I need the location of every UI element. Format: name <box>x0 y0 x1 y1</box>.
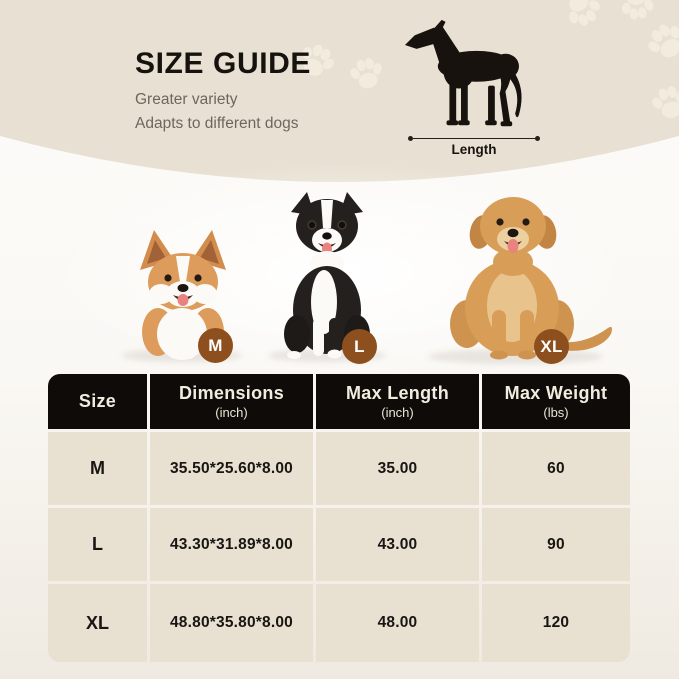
cell-row-m-max-length: 35.00 <box>316 432 479 505</box>
hero-background-wave <box>0 0 679 182</box>
dog-silhouette-icon <box>404 19 522 127</box>
measure-dot-left <box>408 136 413 141</box>
subtitle-line-2: Adapts to different dogs <box>135 115 299 132</box>
paw-print-icon <box>621 0 654 20</box>
measure-line <box>413 137 535 140</box>
cell-row-m-size: M <box>48 432 147 505</box>
golden-retriever-photo <box>450 197 612 360</box>
cell-row-xl-max-weight: 120 <box>482 584 630 662</box>
cell-row-m-max-weight: 60 <box>482 432 630 505</box>
page-title: SIZE GUIDE <box>135 47 312 80</box>
size-badge-xl: XL <box>534 329 569 364</box>
column-label: Max Length <box>345 383 449 403</box>
column-label: Max Weight <box>504 383 608 403</box>
column-label: Size <box>78 391 117 411</box>
subtitle-line-1: Greater variety <box>135 91 238 108</box>
length-measure-line <box>408 136 540 141</box>
paw-print-icon <box>350 58 382 89</box>
header-cell-max-length: Max Length (inch) <box>316 374 479 429</box>
cell-row-m-dimensions: 35.50*25.60*8.00 <box>150 432 313 505</box>
column-label: Dimensions <box>178 383 285 403</box>
header-cell-dimensions: Dimensions (inch) <box>150 374 313 429</box>
length-label: Length <box>451 142 497 157</box>
size-badge-l: L <box>342 329 377 364</box>
paw-print-icon <box>652 86 679 118</box>
cell-row-xl-max-length: 48.00 <box>316 584 479 662</box>
column-unit: (inch) <box>215 405 248 420</box>
column-unit: (lbs) <box>543 405 569 420</box>
cell-row-l-size: L <box>48 508 147 581</box>
header-cell-max-weight: Max Weight (lbs) <box>482 374 630 429</box>
size-badge-m: M <box>198 328 233 363</box>
paw-print-icon <box>648 24 679 58</box>
cell-row-l-dimensions: 43.30*31.89*8.00 <box>150 508 313 581</box>
paw-print-icon <box>302 44 334 76</box>
cell-row-l-max-length: 43.00 <box>316 508 479 581</box>
measure-dot-right <box>535 136 540 141</box>
title-block: SIZE GUIDE Greater variety Adapts to dif… <box>135 48 311 134</box>
cell-row-xl-dimensions: 48.80*35.80*8.00 <box>150 584 313 662</box>
cell-row-xl-size: XL <box>48 584 147 662</box>
header-cell-size: Size <box>48 374 147 429</box>
size-table: Size Dimensions (inch) Max Length (inch)… <box>48 374 630 662</box>
paw-print-icon <box>569 0 600 26</box>
cell-row-l-max-weight: 90 <box>482 508 630 581</box>
column-unit: (inch) <box>381 405 414 420</box>
